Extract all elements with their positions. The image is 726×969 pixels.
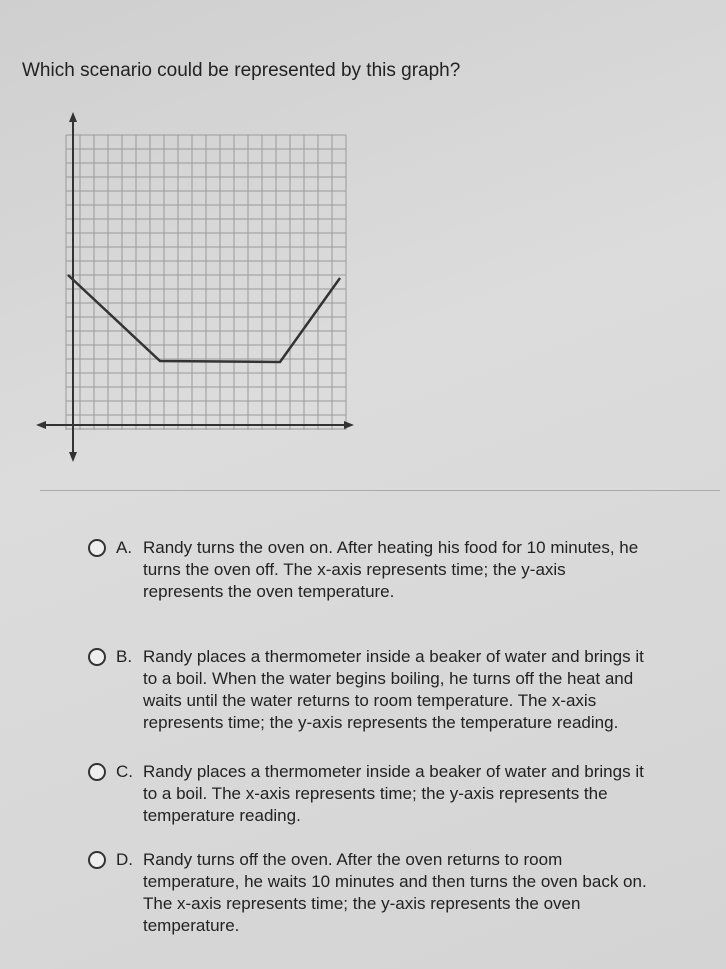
radio-button[interactable] [88,648,106,666]
graph-line [67,274,342,364]
text-line: temperature. [143,916,240,935]
option-letter: D. [116,850,133,869]
text-line: temperature reading. [143,806,301,825]
option-text: Randy turns off the oven. After the oven… [143,849,647,937]
text-line: The x-axis represents time; the y-axis r… [143,894,581,913]
arrow [344,421,354,429]
option-letter: C. [116,762,133,781]
text-line: represents time; the y-axis represents t… [143,713,619,732]
text-line: represents the oven temperature. [143,582,395,601]
option-text: Randy places a thermometer inside a beak… [143,761,644,827]
text-line: to a boil. When the water begins boiling… [143,669,634,688]
text-line: Randy places a thermometer inside a beak… [143,762,644,781]
text-line: waits until the water returns to room te… [143,691,597,710]
text-line: temperature, he waits 10 minutes and the… [143,872,647,891]
grid [65,134,347,430]
text-line: Randy places a thermometer inside a beak… [143,647,644,666]
text-line: to a boil. The x-axis represents time; t… [143,784,608,803]
option-text: Randy turns the oven on. After heating h… [143,537,638,603]
radio-button[interactable] [88,851,106,869]
arrow [36,421,46,429]
question: Which scenario could be represented by t… [22,60,461,81]
separator [40,490,720,491]
option-text: Randy places a thermometer inside a beak… [143,646,644,734]
arrow [69,452,77,462]
text-line: Randy turns the oven on. After heating h… [143,538,639,557]
radio-button[interactable] [88,539,106,557]
arrow [69,112,77,122]
option-letter: B. [116,647,133,666]
radio-button[interactable] [88,763,106,781]
text-line: turns the oven off. The x-axis represent… [143,560,566,579]
text-line: Randy turns off the oven. After the oven… [143,850,563,869]
graph [36,112,354,462]
option-letter: A. [116,538,133,557]
